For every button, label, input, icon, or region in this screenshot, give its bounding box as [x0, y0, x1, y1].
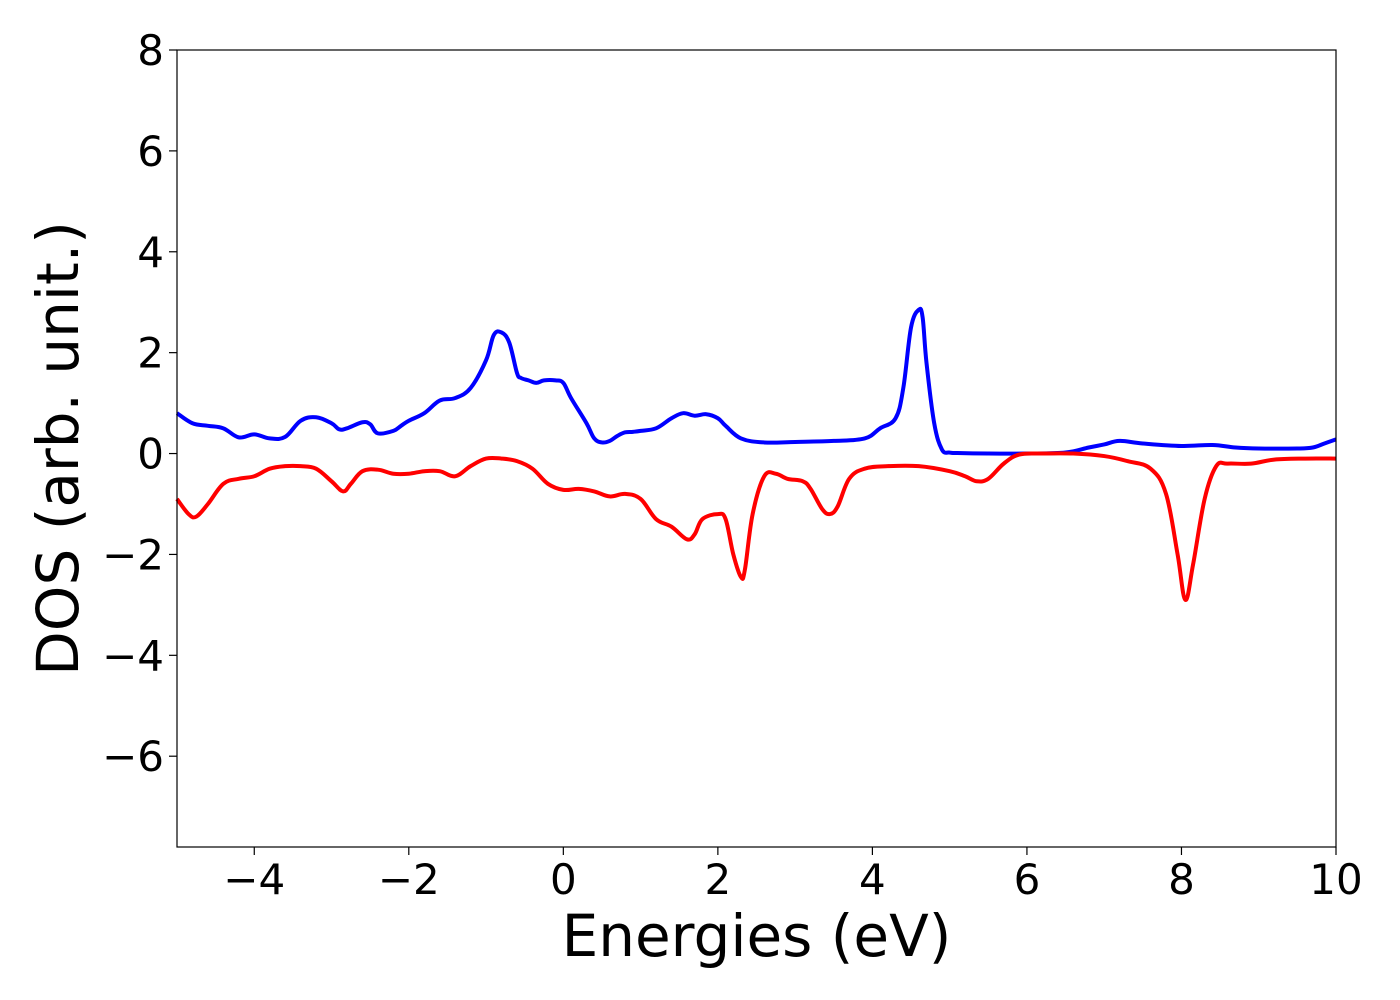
x-tick-label: 4 — [859, 855, 886, 904]
y-tick-label: −2 — [102, 530, 164, 579]
y-tick-label: −4 — [102, 631, 164, 680]
y-tick-label: −6 — [102, 732, 164, 781]
y-tick-label: 8 — [137, 26, 164, 75]
x-tick-label: 10 — [1309, 855, 1362, 904]
y-tick-label: 2 — [137, 329, 164, 378]
x-tick-label: 6 — [1014, 855, 1041, 904]
y-axis-label: DOS (arb. unit.) — [24, 221, 92, 676]
x-tick-label: 2 — [704, 855, 731, 904]
series-line-spin-up — [175, 306, 1337, 456]
y-tick-label: 4 — [137, 228, 164, 277]
x-tick-label: 8 — [1168, 855, 1195, 904]
x-axis-label: Energies (eV) — [562, 902, 952, 970]
x-tick-label: −2 — [378, 855, 440, 904]
plot-frame — [176, 49, 1337, 848]
y-tick-label: 0 — [137, 430, 164, 479]
x-tick-label: 0 — [550, 855, 577, 904]
x-axis: −4 −2 0 2 4 6 8 10 — [223, 847, 1363, 904]
y-tick-label: 6 — [137, 127, 164, 176]
series-layer — [175, 306, 1337, 602]
y-axis: −6 −4 −2 0 2 4 6 8 — [102, 26, 177, 781]
series-line-spin-down — [175, 451, 1337, 602]
x-tick-label: −4 — [223, 855, 285, 904]
